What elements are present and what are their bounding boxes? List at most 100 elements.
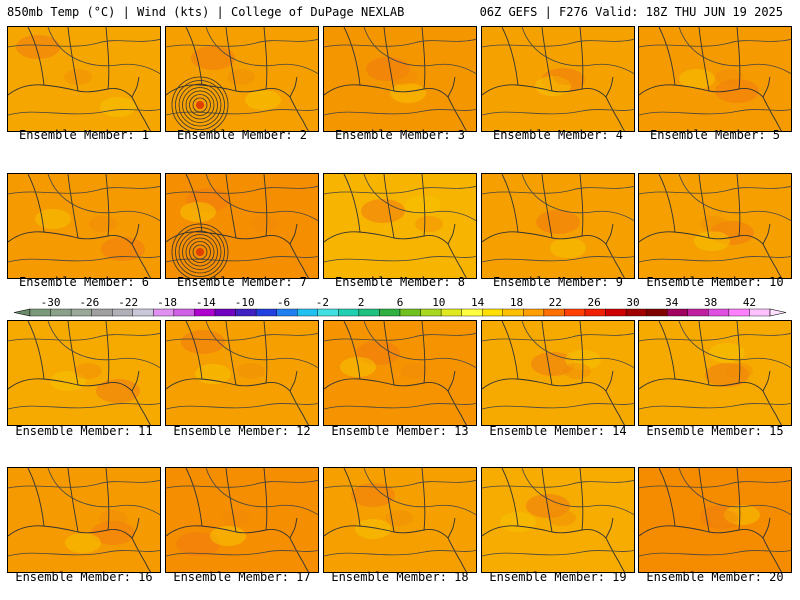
colorbar-swatch: [338, 308, 360, 317]
colorbar-swatch: [194, 308, 216, 317]
member-caption: Ensemble Member: 5: [649, 128, 781, 142]
colorbar-tick-label: -14: [196, 296, 216, 309]
colorbar-tick-label: -2: [316, 296, 329, 309]
contour-lines: [639, 321, 791, 410]
member-caption: Ensemble Member: 10: [646, 275, 784, 289]
colorbar-tick-label: -18: [157, 296, 177, 309]
colorbar-swatch: [749, 308, 771, 317]
colorbar-tick-label: -26: [79, 296, 99, 309]
coastline: [166, 321, 309, 425]
temperature-field-map: [324, 468, 476, 572]
colorbar-swatch: [317, 308, 339, 317]
contour-lines: [639, 468, 791, 557]
colorbar-swatch: [132, 308, 154, 317]
contour-lines: [8, 174, 160, 263]
colorbar-swatch: [29, 308, 51, 317]
colorbar-swatch: [584, 308, 606, 317]
contour-lines: [166, 321, 318, 410]
colorbar-swatch: [667, 308, 688, 317]
member-caption: Ensemble Member: 3: [334, 128, 466, 142]
colorbar-tick-label: 10: [432, 296, 445, 309]
coastline: [8, 468, 151, 572]
temperature-field-map: [8, 27, 160, 131]
colorbar-swatch: [399, 308, 421, 317]
ensemble-panel-18: [323, 467, 477, 573]
temperature-field-map: [482, 174, 634, 278]
colorbar-tick-label: 6: [397, 296, 404, 309]
colorbar-tick-label: 2: [358, 296, 365, 309]
ensemble-panel-4: [481, 26, 635, 132]
contour-lines: [166, 27, 318, 116]
colorbar-swatch: [543, 308, 565, 317]
colorbar-tick-label: 30: [626, 296, 639, 309]
temperature-field-map: [482, 321, 634, 425]
temperature-field-map: [8, 468, 160, 572]
temperature-field-map: [639, 321, 791, 425]
contour-lines: [166, 174, 318, 263]
coastline: [482, 468, 625, 572]
temperature-field-map: [639, 27, 791, 131]
contour-lines: [482, 321, 634, 410]
run-info: 06Z GEFS | F276 Valid: 18Z THU JUN 19 20…: [479, 5, 783, 19]
colorbar-swatch: [420, 308, 442, 317]
colorbar-swatch: [50, 308, 72, 317]
colorbar-swatch: [173, 308, 195, 317]
colorbar-tick-label: 38: [704, 296, 717, 309]
ensemble-panel-15: [638, 320, 792, 426]
member-caption: Ensemble Member: 14: [489, 424, 627, 438]
colorbar-tick-label: 14: [471, 296, 485, 309]
ensemble-panel-19: [481, 467, 635, 573]
member-caption: Ensemble Member: 8: [334, 275, 466, 289]
ensemble-panel-5: [638, 26, 792, 132]
map-title: 850mb Temp (°C) | Wind (kts) | College o…: [7, 5, 405, 19]
colorbar-swatch: [255, 308, 277, 317]
contour-lines: [8, 468, 160, 557]
colorbar-swatch: [214, 308, 236, 317]
ensemble-panel-2: [165, 26, 319, 132]
member-caption: Ensemble Member: 19: [489, 570, 627, 584]
ensemble-panel-12: [165, 320, 319, 426]
colorbar-tick-label: -22: [118, 296, 138, 309]
temperature-field-map: [8, 321, 160, 425]
colorbar-swatch: [708, 308, 730, 317]
colorbar-swatch: [235, 308, 257, 317]
temperature-field-map: [166, 468, 318, 572]
colorbar-swatch: [297, 308, 318, 317]
colorbar-swatch: [358, 308, 380, 317]
contour-lines: [639, 174, 791, 263]
coastline: [639, 174, 782, 278]
contour-lines: [8, 27, 160, 116]
colorbar-tick-label: -30: [41, 296, 61, 309]
member-caption: Ensemble Member: 12: [173, 424, 311, 438]
coastline: [8, 321, 151, 425]
colorbar-swatch: [70, 308, 92, 317]
temperature-field-map: [324, 174, 476, 278]
member-caption: Ensemble Member: 1: [18, 128, 150, 142]
colorbar-swatch: [482, 308, 503, 317]
colorbar-tick-label: 26: [588, 296, 601, 309]
colorbar-tick-label: 34: [665, 296, 679, 309]
temperature-field-map: [639, 174, 791, 278]
colorbar-swatch: [625, 308, 647, 317]
temperature-field-map: [166, 174, 318, 278]
ensemble-panel-13: [323, 320, 477, 426]
member-caption: Ensemble Member: 16: [15, 570, 153, 584]
member-caption: Ensemble Member: 13: [331, 424, 469, 438]
coastline: [166, 468, 309, 572]
colorbar-swatch: [523, 308, 545, 317]
colorbar-tick-label: 22: [549, 296, 562, 309]
ensemble-panel-3: [323, 26, 477, 132]
temperature-colorbar: -30 -26 -22 -18 -14 -10 -6 -2 2 6 10 14 18 22 26 30 34 38…: [13, 296, 787, 317]
member-caption: Ensemble Member: 7: [176, 275, 308, 289]
colorbar-swatch: [153, 308, 175, 317]
ensemble-panel-20: [638, 467, 792, 573]
member-caption: Ensemble Member: 9: [492, 275, 624, 289]
colorbar-tick-label: 42: [743, 296, 756, 309]
colorbar-swatch: [605, 308, 627, 317]
colorbar-swatch: [276, 308, 298, 317]
colorbar-swatch: [687, 308, 709, 317]
coastline: [324, 468, 467, 572]
contour-lines: [166, 468, 318, 557]
temperature-field-map: [639, 468, 791, 572]
colorbar-swatch: [728, 308, 750, 317]
